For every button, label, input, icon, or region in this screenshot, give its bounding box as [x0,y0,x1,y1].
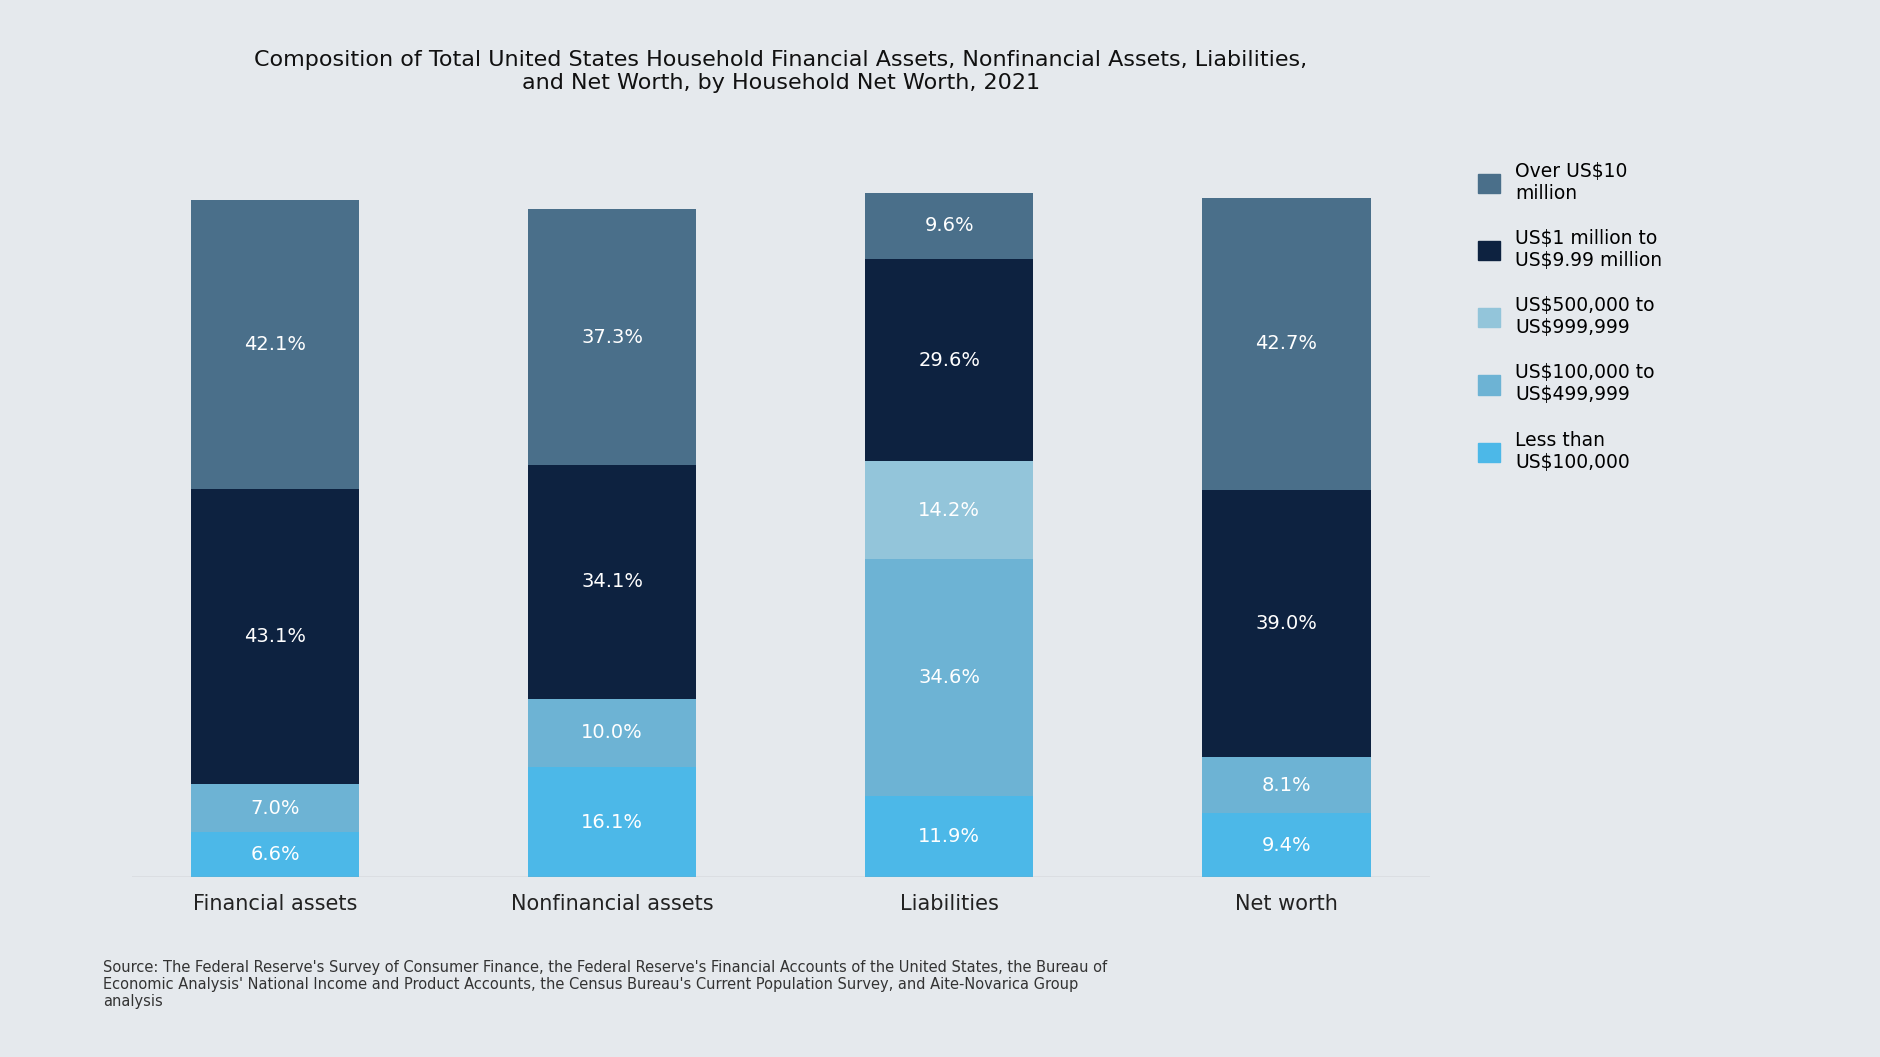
Bar [528,699,696,767]
Bar [1201,198,1371,490]
Bar [528,767,696,877]
Bar [865,192,1032,259]
Bar [190,832,359,877]
Text: 8.1%: 8.1% [1261,776,1310,795]
Text: 37.3%: 37.3% [581,328,643,347]
Text: 10.0%: 10.0% [581,723,643,742]
Legend: Over US$10
million, US$1 million to
US$9.99 million, US$500,000 to
US$999,999, U: Over US$10 million, US$1 million to US$9… [1478,162,1662,471]
Text: 16.1%: 16.1% [581,813,643,832]
Bar [865,462,1032,559]
Bar [1201,758,1371,813]
Title: Composition of Total United States Household Financial Assets, Nonfinancial Asse: Composition of Total United States House… [254,50,1307,93]
Text: 6.6%: 6.6% [250,846,299,865]
Text: 7.0%: 7.0% [250,799,299,818]
Text: Source: The Federal Reserve's Survey of Consumer Finance, the Federal Reserve's : Source: The Federal Reserve's Survey of … [103,960,1107,1009]
Bar [190,488,359,784]
Text: 43.1%: 43.1% [244,627,306,646]
Text: 14.2%: 14.2% [917,501,979,520]
Text: 34.6%: 34.6% [917,668,979,687]
Text: 34.1%: 34.1% [581,572,643,591]
Bar [865,796,1032,877]
Bar [528,465,696,699]
Text: 9.6%: 9.6% [923,217,974,236]
Bar [865,259,1032,462]
Text: 9.4%: 9.4% [1261,836,1310,855]
Text: 11.9%: 11.9% [917,827,979,846]
Bar [190,201,359,488]
Text: 42.1%: 42.1% [244,335,306,354]
Bar [865,559,1032,796]
Bar [1201,490,1371,758]
Bar [1201,813,1371,877]
Text: 39.0%: 39.0% [1254,614,1316,633]
Bar [528,209,696,465]
Text: 42.7%: 42.7% [1254,334,1316,353]
Text: 29.6%: 29.6% [917,351,979,370]
Bar [190,784,359,832]
